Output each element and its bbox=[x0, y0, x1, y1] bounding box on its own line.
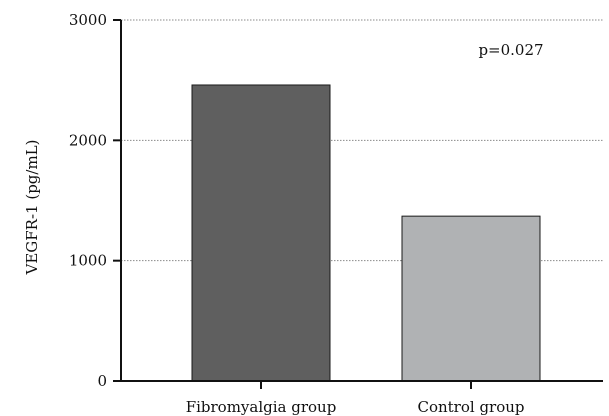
x-tick-label-1: Control group bbox=[417, 398, 524, 416]
bar-fibromyalgia-group bbox=[191, 84, 331, 382]
bars bbox=[191, 84, 541, 382]
y-ticks: 0 1000 2000 3000 bbox=[69, 11, 121, 390]
y-axis-title: VEGFR-1 (pg/mL) bbox=[23, 140, 41, 276]
y-tick-label-3000: 3000 bbox=[69, 11, 107, 29]
y-tick-label-1000: 1000 bbox=[69, 252, 107, 270]
p-value-annotation: p=0.027 bbox=[478, 41, 543, 59]
bar-control-group bbox=[401, 215, 541, 382]
y-tick-label-0: 0 bbox=[97, 372, 107, 390]
x-tick-label-0: Fibromyalgia group bbox=[186, 398, 337, 416]
y-tick-label-2000: 2000 bbox=[69, 131, 107, 149]
x-ticks: Fibromyalgia group Control group bbox=[186, 381, 525, 416]
grid-lines bbox=[121, 19, 603, 262]
